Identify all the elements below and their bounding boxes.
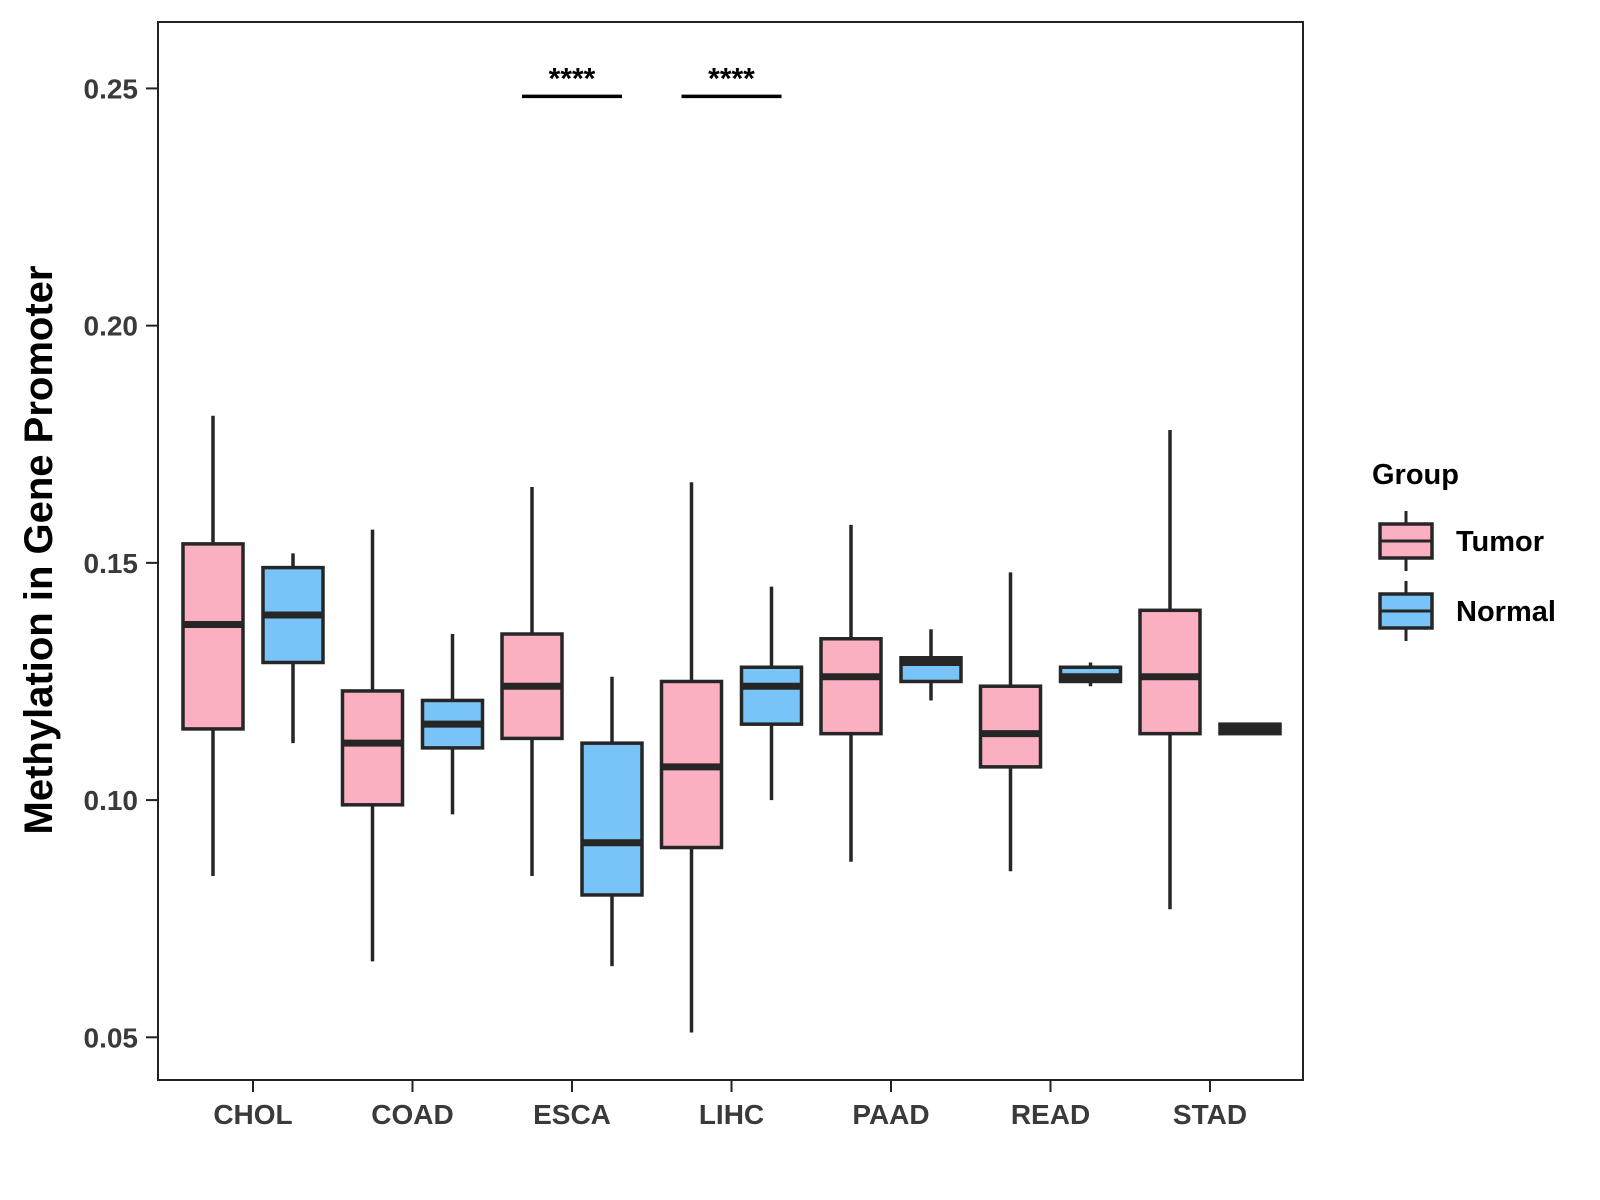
box-normal-coad bbox=[420, 634, 485, 815]
x-tick-label: ESCA bbox=[533, 1099, 611, 1130]
legend-item-normal: Normal bbox=[1378, 581, 1556, 641]
box-iqr bbox=[340, 689, 405, 807]
box-normal-read bbox=[1058, 662, 1123, 687]
legend-item-tumor: Tumor bbox=[1378, 511, 1544, 571]
box-iqr bbox=[580, 741, 644, 897]
y-axis: 0.05 0.10 0.15 0.20 0.25 bbox=[84, 73, 158, 1053]
box-normal-chol bbox=[261, 553, 325, 744]
box-iqr bbox=[181, 542, 245, 731]
legend-title: Group bbox=[1372, 459, 1459, 491]
box-normal-paad bbox=[899, 629, 963, 701]
box-iqr bbox=[1138, 608, 1202, 736]
box-tumor-esca bbox=[500, 486, 564, 876]
box-tumor-chol bbox=[181, 415, 245, 876]
box-normal-stad bbox=[1218, 722, 1282, 736]
x-tick-label: LIHC bbox=[699, 1099, 764, 1130]
box-iqr bbox=[739, 665, 804, 726]
box-iqr bbox=[978, 684, 1043, 769]
box-tumor-paad bbox=[819, 524, 883, 862]
legend: Group Tumor Normal bbox=[1372, 459, 1556, 641]
y-tick-label: 0.10 bbox=[84, 785, 139, 816]
box-tumor-coad bbox=[340, 529, 405, 962]
y-axis-title: Methylation in Gene Promoter bbox=[17, 266, 61, 835]
x-tick-label: READ bbox=[1011, 1099, 1090, 1130]
box-tumor-lihc bbox=[659, 482, 724, 1033]
x-tick-label: COAD bbox=[371, 1099, 453, 1130]
legend-label: Tumor bbox=[1456, 526, 1544, 558]
y-tick-label: 0.15 bbox=[84, 548, 139, 579]
y-tick-label: 0.05 bbox=[84, 1022, 139, 1053]
box-series bbox=[181, 415, 1282, 1033]
x-tick-label: PAAD bbox=[852, 1099, 929, 1130]
x-axis: CHOL COAD ESCA LIHC PAAD READ STAD bbox=[213, 1080, 1247, 1130]
legend-label: Normal bbox=[1456, 596, 1556, 628]
y-tick-label: 0.20 bbox=[84, 311, 139, 342]
box-normal-lihc bbox=[739, 586, 804, 801]
box-tumor-read bbox=[978, 572, 1043, 872]
box-normal-esca bbox=[580, 676, 644, 967]
box-tumor-stad bbox=[1138, 430, 1202, 910]
significance-label: **** bbox=[708, 62, 755, 95]
box-iqr bbox=[819, 637, 883, 736]
x-tick-label: STAD bbox=[1173, 1099, 1247, 1130]
y-tick-label: 0.25 bbox=[84, 73, 139, 104]
significance-label: **** bbox=[549, 62, 596, 95]
significance-annotations: **** **** bbox=[522, 62, 782, 99]
x-tick-label: CHOL bbox=[213, 1099, 292, 1130]
